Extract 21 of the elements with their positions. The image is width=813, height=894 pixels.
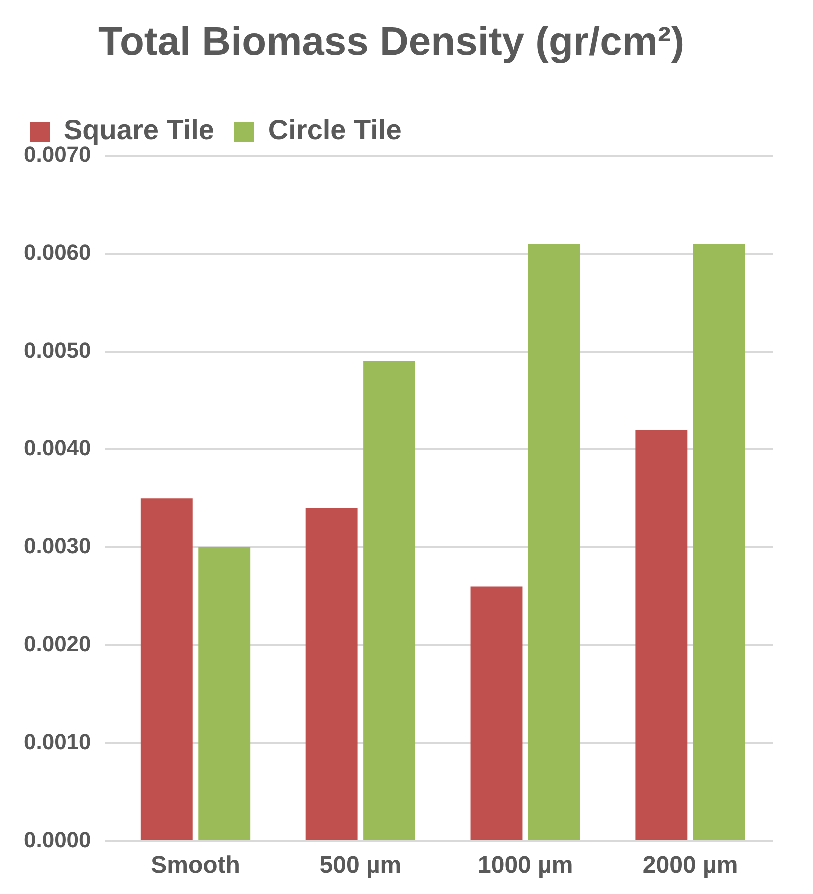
bar bbox=[198, 548, 251, 840]
y-tick-label: 0.0000 bbox=[24, 827, 92, 852]
y-tick-label: 0.0050 bbox=[24, 338, 92, 363]
bar bbox=[636, 430, 688, 840]
legend-label: Circle Tile bbox=[268, 114, 402, 146]
y-tick-label: 0.0060 bbox=[24, 240, 92, 265]
y-tick-label: 0.0020 bbox=[24, 631, 92, 656]
y-tick-label: 0.0040 bbox=[24, 436, 92, 461]
bar bbox=[528, 244, 580, 840]
y-tick-label: 0.0030 bbox=[24, 534, 92, 559]
x-tick-label: 2000 µm bbox=[642, 852, 738, 880]
x-tick-label: 500 µm bbox=[320, 852, 402, 880]
x-tick-label: 1000 µm bbox=[478, 852, 574, 880]
bar bbox=[693, 244, 746, 840]
y-tick-label: 0.0010 bbox=[24, 729, 92, 754]
bar bbox=[140, 498, 193, 840]
bar bbox=[364, 362, 416, 840]
x-tick-label: Smooth bbox=[151, 852, 240, 880]
chart-title: Total Biomass Density (gr/cm²) bbox=[98, 20, 685, 64]
bar bbox=[470, 586, 523, 840]
bar bbox=[306, 508, 358, 840]
